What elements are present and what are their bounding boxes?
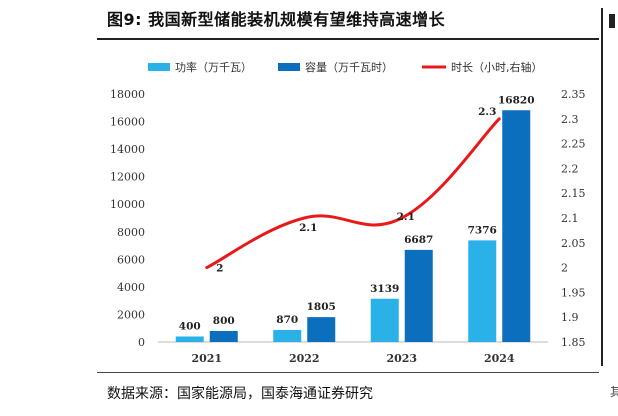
- bar-labels: 400 800 870 1805 3139 6687 7376 16820: [179, 94, 535, 332]
- y-right-tick-label: 1.85: [561, 336, 586, 349]
- y-left-tick-label: 14000: [110, 143, 145, 156]
- label-duration-2024: 2.3: [478, 106, 496, 118]
- y-right-tick-label: 2.15: [561, 187, 586, 200]
- bar-power-2023: [370, 298, 399, 342]
- y-right-tick-label: 2.1: [561, 212, 579, 225]
- y-left-tick-label: 18000: [110, 88, 145, 101]
- bar-capacity-2021: [209, 330, 238, 342]
- y-left-tick-label: 0: [138, 336, 145, 349]
- label-capacity-2023: 6687: [404, 234, 433, 246]
- bar-capacity-2024: [502, 110, 531, 342]
- y-left-tick-label: 10000: [110, 198, 145, 211]
- y-left-tick-label: 8000: [117, 226, 145, 239]
- x-tick-label: 2023: [386, 352, 417, 365]
- duration-line: [205, 117, 501, 270]
- legend-label-duration: 时长（小时,右轴）: [451, 60, 543, 74]
- label-power-2023: 3139: [370, 283, 399, 295]
- y-axis-right: 1.85 1.9 1.95 2 2.05 2.1 2.15 2.2 2.25 2.3 2.35: [561, 88, 586, 349]
- x-tick-label: 2024: [484, 352, 515, 365]
- label-capacity-2024: 16820: [498, 94, 535, 106]
- label-power-2021: 400: [179, 320, 201, 332]
- next-column-glyph: 其: [610, 385, 618, 399]
- right-rule: [601, 8, 603, 366]
- y-left-tick-label: 16000: [110, 116, 145, 129]
- bar-power-2022: [273, 330, 302, 342]
- x-tick-label: 2021: [191, 352, 222, 365]
- source-note: 数据来源：国家能源局，国泰海通证券研究: [107, 386, 373, 402]
- bar-power-2021: [175, 336, 204, 342]
- y-right-tick-label: 1.9: [561, 311, 579, 324]
- label-duration-2023: 2.1: [397, 211, 415, 223]
- y-right-tick-label: 2.35: [561, 88, 586, 101]
- bottom-rule: [97, 372, 599, 373]
- figure-title: 图9: 我国新型储能装机规模有望维持高速增长: [107, 10, 446, 29]
- bar-capacity-2022: [307, 317, 336, 342]
- y-right-tick-label: 2.2: [561, 162, 579, 175]
- y-right-tick-label: 1.95: [561, 286, 586, 299]
- next-figure-edge: [609, 14, 615, 28]
- legend-label-capacity: 容量（万千瓦时）: [305, 60, 393, 74]
- label-capacity-2022: 1805: [307, 301, 336, 313]
- top-rule: [97, 38, 599, 40]
- legend-swatch-power: [148, 63, 170, 71]
- x-axis-ticks: 2021 2022 2023 2024: [191, 352, 514, 365]
- label-power-2024: 7376: [468, 224, 497, 236]
- label-duration-2022: 2.1: [299, 222, 317, 234]
- bar-power-2024: [468, 240, 497, 342]
- legend-label-power: 功率（万千瓦）: [175, 60, 252, 74]
- label-duration-2021: 2: [216, 263, 223, 275]
- y-left-tick-label: 12000: [110, 171, 145, 184]
- y-left-tick-label: 2000: [117, 308, 145, 321]
- label-capacity-2021: 800: [213, 315, 235, 327]
- y-left-tick-label: 6000: [117, 253, 145, 266]
- duration-line-layer: 2 2.1 2.1 2.3: [205, 106, 501, 275]
- y-right-tick-label: 2.05: [561, 237, 586, 250]
- bars: [175, 110, 531, 342]
- x-tick-label: 2022: [289, 352, 320, 365]
- y-right-tick-label: 2.3: [561, 113, 579, 126]
- y-right-tick-label: 2: [561, 262, 568, 275]
- bar-capacity-2023: [404, 249, 433, 342]
- y-axis-left: 0 2000 4000 6000 8000 10000 12000 14000 16000 180…: [110, 88, 145, 349]
- label-power-2022: 870: [276, 314, 298, 326]
- legend: 功率（万千瓦） 容量（万千瓦时） 时长（小时,右轴）: [148, 60, 543, 74]
- y-right-tick-label: 2.25: [561, 138, 586, 151]
- legend-swatch-capacity: [278, 63, 300, 71]
- y-left-tick-label: 4000: [117, 281, 145, 294]
